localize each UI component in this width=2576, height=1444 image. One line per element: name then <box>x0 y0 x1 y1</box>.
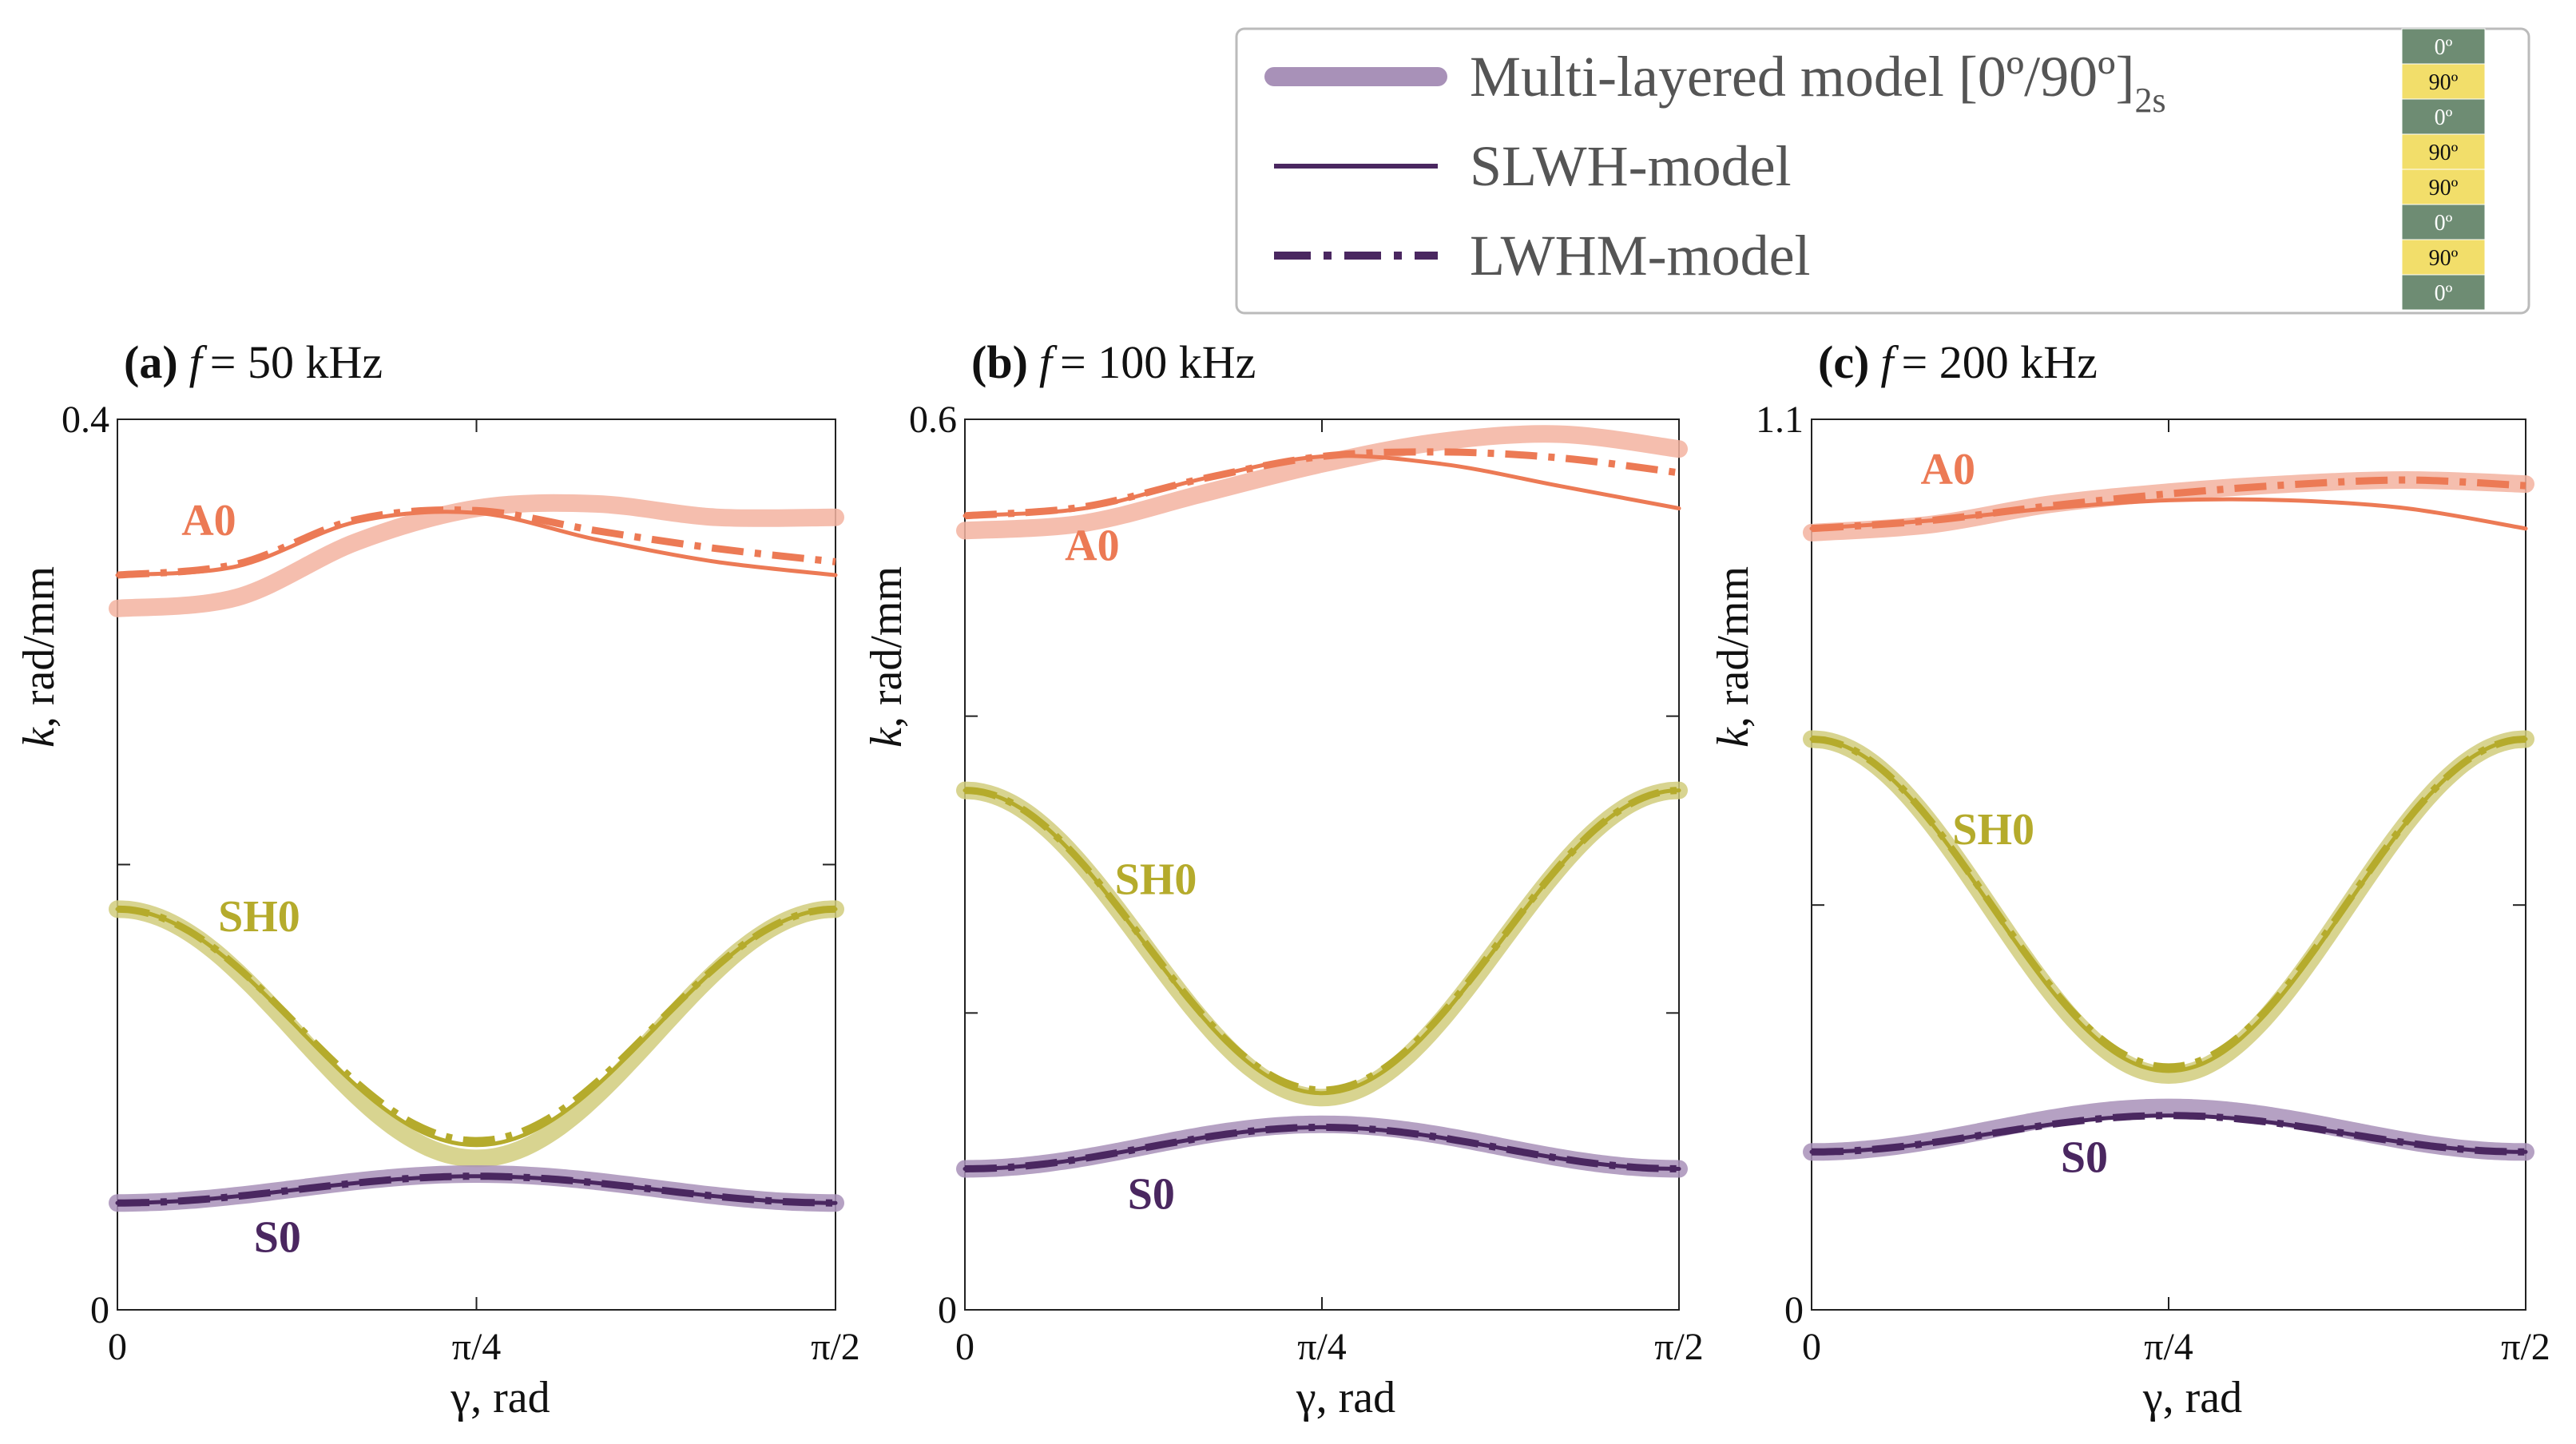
panel-title: (a) f = 50 kHz <box>124 336 383 388</box>
y-axis-label: k, rad/mm <box>1709 566 1758 748</box>
mode-label-sh0: SH0 <box>1115 855 1197 905</box>
series-line-a0-slwh <box>1809 497 2528 531</box>
legend-label-lwhm: LWHM-model <box>1470 224 1811 288</box>
mode-label-s0: S0 <box>254 1213 301 1263</box>
mode-label-a0: A0 <box>1065 522 1119 571</box>
series-line-a0-multilayered <box>1803 471 2534 542</box>
series-line-sh0-lwhm <box>117 905 836 1144</box>
series-line-s0-slwh <box>115 1174 838 1205</box>
layup-layer <box>2401 98 2486 135</box>
x-axis-label: γ, rad <box>1296 1373 1395 1422</box>
layup-layer <box>2401 239 2486 276</box>
panel-title: (b) f = 100 kHz <box>971 336 1256 388</box>
chart-panel-1: A0 SH0 S0 0 0.4 0 π/4 π/2 γ, rad k, rad/mm (a) f = 5… <box>14 336 860 1422</box>
y-tick-label: 1.1 <box>1756 399 1804 441</box>
series-line-a0-multilayered <box>956 425 1688 540</box>
layup-layer-label: 90º <box>2429 141 2459 165</box>
panel-frequency-value: = 100 kHz <box>1060 336 1256 388</box>
y-axis-label: k, rad/mm <box>14 566 64 748</box>
mode-label-s0: S0 <box>2061 1133 2108 1183</box>
y-axis-label-symbol: k <box>862 727 911 748</box>
y-tick-label: 0 <box>90 1289 109 1331</box>
y-axis-label-unit: , rad/mm <box>14 566 64 728</box>
panel-frequency-symbol: f <box>1039 336 1058 388</box>
y-tick-label: 0 <box>938 1289 957 1331</box>
panel-title: (c) f = 200 kHz <box>1818 336 2098 388</box>
series-line-a0-lwhm <box>117 506 836 579</box>
series-line-sh0-lwhm <box>1811 735 2526 1071</box>
y-axis-label-symbol: k <box>1709 727 1758 748</box>
series-line-s0-lwhm <box>964 1123 1680 1172</box>
panel-letter: (c) <box>1818 336 1869 388</box>
plot-frame <box>1811 419 2526 1311</box>
x-tick-label: π/2 <box>2501 1326 2550 1368</box>
y-axis-label-symbol: k <box>14 727 64 748</box>
series-line-s0-slwh <box>1809 1113 2528 1154</box>
layup-layer-label: 0º <box>2435 35 2453 60</box>
layup-layer-label: 0º <box>2435 211 2453 236</box>
layup-layer <box>2401 63 2486 100</box>
series-line-sh0-multilayered <box>109 900 844 1168</box>
layup-layer-label: 90º <box>2429 176 2459 200</box>
laminate-stack: 0º 90º 0º 90º 90º 0º 90º 0º <box>2401 28 2486 311</box>
x-axis-label: γ, rad <box>450 1373 550 1422</box>
legend-label-multilayered: Multi-layered model [0º/90º]2s <box>1470 45 2166 120</box>
chart-panel-2: A0 SH0 S0 0 0.6 0 π/4 π/2 γ, rad k, rad/mm (b) f = 1… <box>862 336 1704 1422</box>
layup-layer <box>2401 274 2486 311</box>
y-tick-label: 0 <box>1784 1289 1804 1331</box>
series-line-sh0-slwh <box>115 906 838 1148</box>
series-line-s0-lwhm <box>1811 1112 2526 1156</box>
x-tick-label: 0 <box>955 1326 974 1368</box>
x-tick-label: 0 <box>1802 1326 1821 1368</box>
y-axis-label-unit: , rad/mm <box>1709 566 1758 728</box>
mode-label-sh0: SH0 <box>1952 805 2034 855</box>
x-tick-label: π/2 <box>1654 1326 1704 1368</box>
layup-layer-label: 90º <box>2429 70 2459 95</box>
mode-label-a0: A0 <box>181 496 236 545</box>
mode-label-sh0: SH0 <box>218 892 300 942</box>
layup-layer <box>2401 28 2486 65</box>
series-line-a0-slwh <box>963 454 1681 518</box>
legend-box <box>1235 27 2530 315</box>
layup-layer-label: 0º <box>2435 281 2453 306</box>
chart-panel-3: A0 SH0 S0 0 1.1 0 π/4 π/2 γ, rad k, rad/mm (c) f = 2… <box>1709 336 2550 1422</box>
series-line-sh0-lwhm <box>964 787 1680 1094</box>
layup-layer <box>2401 169 2486 205</box>
mode-label-s0: S0 <box>1128 1170 1175 1220</box>
y-axis-label: k, rad/mm <box>862 566 911 748</box>
panel-frequency-symbol: f <box>189 336 208 388</box>
legend-label-slwh: SLWH-model <box>1470 134 1792 198</box>
panel-frequency-value: = 50 kHz <box>210 336 383 388</box>
y-tick-label: 0.6 <box>909 399 957 441</box>
series-line-sh0-multilayered <box>956 781 1688 1107</box>
panel-letter: (b) <box>971 336 1028 388</box>
panel-frequency-value: = 200 kHz <box>1902 336 2098 388</box>
panel-frequency-symbol: f <box>1880 336 1899 388</box>
x-tick-label: π/4 <box>452 1326 502 1368</box>
x-tick-label: π/2 <box>811 1326 860 1368</box>
x-tick-label: π/4 <box>2144 1326 2193 1368</box>
layup-layer-label: 90º <box>2429 246 2459 271</box>
panel-letter: (a) <box>124 336 178 388</box>
series-line-sh0-multilayered <box>1803 730 2534 1084</box>
x-axis-label: γ, rad <box>2142 1373 2242 1422</box>
y-axis-label-unit: , rad/mm <box>862 566 911 728</box>
x-tick-label: 0 <box>108 1326 127 1368</box>
layup-layer <box>2401 204 2486 240</box>
y-tick-label: 0.4 <box>62 399 109 441</box>
x-tick-label: π/4 <box>1297 1326 1347 1368</box>
series-line-s0-slwh <box>963 1125 1681 1171</box>
series-line-sh0-slwh <box>1809 736 2528 1073</box>
layup-layer-label: 0º <box>2435 105 2453 130</box>
legend: Multi-layered model [0º/90º]2s SLWH-mode… <box>1235 27 2530 315</box>
mode-label-a0: A0 <box>1921 445 1975 494</box>
series-line-sh0-slwh <box>963 788 1681 1096</box>
